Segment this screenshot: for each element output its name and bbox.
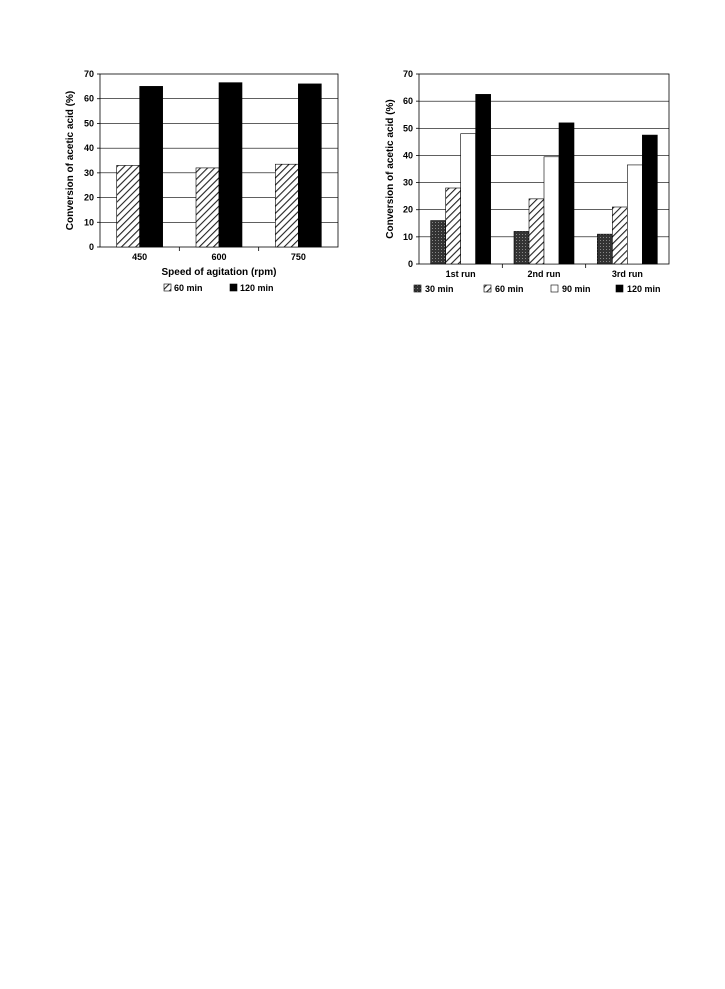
legend-swatch — [615, 284, 624, 293]
y-tick-label: 50 — [403, 123, 413, 133]
legend-label: 120 min — [240, 283, 274, 293]
y-tick-label: 70 — [84, 69, 94, 79]
legend-swatch — [229, 283, 238, 292]
bar-90-min-2nd-run — [543, 156, 560, 265]
y-tick-label: 40 — [403, 150, 413, 160]
y-axis-title: Conversion of acetic acid (%) — [385, 99, 396, 238]
x-tick-label: 450 — [132, 252, 147, 262]
y-tick-label: 40 — [84, 143, 94, 153]
chart-agitation-speed: 0 10 20 30 40 50 60 70 450 600 750 Conversion of ac… — [65, 69, 339, 293]
y-tick-label: 20 — [403, 205, 413, 215]
legend-swatch — [163, 283, 172, 292]
y-tick-label: 10 — [84, 217, 94, 227]
bar-60-min-600 — [195, 167, 220, 248]
y-tick-label: 0 — [89, 242, 94, 252]
bar-60-min-2nd-run — [528, 198, 545, 265]
legend-label: 60 min — [174, 283, 203, 293]
chart-catalyst-reuse: 0 10 20 30 40 50 60 70 1st run 2nd run 3rd run Conv… — [385, 69, 670, 294]
x-tick-label: 750 — [291, 252, 306, 262]
legend-label: 120 min — [627, 284, 661, 294]
y-tick-label: 30 — [403, 178, 413, 188]
legend-label: 90 min — [562, 284, 591, 294]
y-tick-label: 30 — [84, 168, 94, 178]
bar-120-min-3rd-run — [642, 134, 658, 265]
bar-30-min-2nd-run — [513, 231, 530, 265]
bar-120-min-600 — [218, 82, 243, 248]
bar-120-min-450 — [139, 86, 163, 248]
legend-label: 30 min — [425, 284, 454, 294]
bar-60-min-1st-run — [445, 187, 461, 265]
legend: 60 min 120 min — [163, 283, 274, 293]
x-tick-label: 2nd run — [528, 269, 561, 279]
legend-label: 60 min — [495, 284, 524, 294]
y-tick-label: 50 — [84, 118, 94, 128]
x-tick-label: 600 — [211, 252, 226, 262]
bar-60-min-750 — [275, 163, 299, 248]
legend-swatch — [483, 284, 492, 293]
y-tick-label: 60 — [84, 94, 94, 104]
x-axis-title: Speed of agitation (rpm) — [162, 267, 277, 278]
bar-120-min-1st-run — [475, 94, 491, 265]
y-tick-label: 0 — [408, 259, 413, 269]
bar-90-min-1st-run — [460, 133, 476, 265]
legend-swatch — [413, 284, 422, 293]
bar-30-min-1st-run — [430, 220, 446, 265]
y-axis-title: Conversion of acetic acid (%) — [65, 91, 76, 230]
legend: 30 min 60 min 90 min 120 min — [413, 284, 661, 294]
x-tick-label: 1st run — [446, 269, 476, 279]
y-tick-label: 60 — [403, 96, 413, 106]
bar-60-min-3rd-run — [612, 206, 628, 265]
bar-120-min-750 — [298, 83, 322, 248]
x-tick-label: 3rd run — [612, 269, 643, 279]
legend-swatch — [550, 284, 559, 293]
bar-120-min-2nd-run — [558, 122, 575, 265]
y-tick-label: 20 — [84, 193, 94, 203]
y-tick-label: 70 — [403, 69, 413, 79]
bar-60-min-450 — [116, 165, 140, 248]
y-tick-label: 10 — [403, 232, 413, 242]
bar-90-min-3rd-run — [627, 164, 643, 265]
bar-30-min-3rd-run — [597, 233, 613, 265]
